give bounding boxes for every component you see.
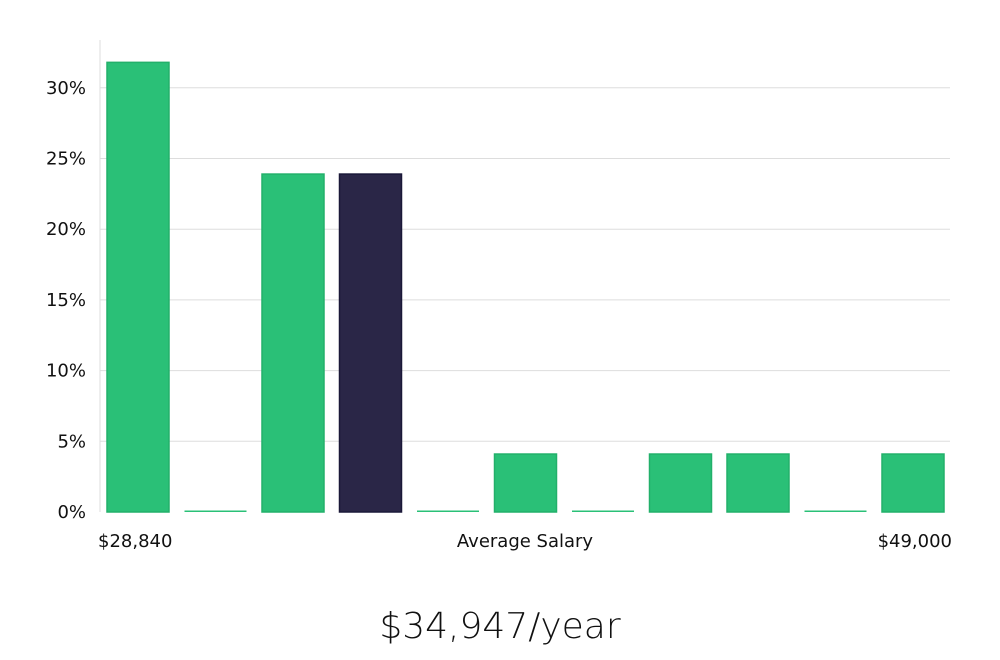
x-axis-labels: $28,840 Average Salary $49,000	[98, 531, 952, 552]
y-tick-label: 0%	[57, 502, 86, 523]
bar	[881, 453, 945, 513]
x-max-label: $49,000	[878, 531, 952, 552]
average-salary-value: $34,947/year	[379, 606, 621, 647]
salary-histogram: 0% 5% 10% 15% 20% 25% 30% $28,840 Average Sala…	[46, 40, 952, 552]
y-tick-label: 5%	[57, 431, 86, 452]
y-tick-labels: 0% 5% 10% 15% 20% 25% 30%	[46, 78, 86, 523]
x-axis-title: Average Salary	[457, 531, 594, 552]
y-tick-label: 30%	[46, 78, 86, 99]
x-min-label: $28,840	[98, 531, 172, 552]
bar	[648, 453, 713, 513]
y-tick-label: 25%	[46, 149, 86, 170]
bar	[261, 173, 325, 513]
bar-empty	[804, 510, 867, 512]
bar	[493, 453, 558, 513]
bar-highlighted	[338, 173, 403, 513]
y-tick-label: 10%	[46, 361, 86, 382]
bars	[106, 61, 945, 513]
bar-empty	[417, 510, 479, 512]
y-tick-label: 15%	[46, 290, 86, 311]
bar-empty	[572, 510, 634, 512]
bar	[106, 61, 170, 513]
y-tick-label: 20%	[46, 219, 86, 240]
bar	[726, 453, 790, 513]
bar-empty	[184, 510, 247, 512]
grid-lines	[100, 87, 950, 442]
